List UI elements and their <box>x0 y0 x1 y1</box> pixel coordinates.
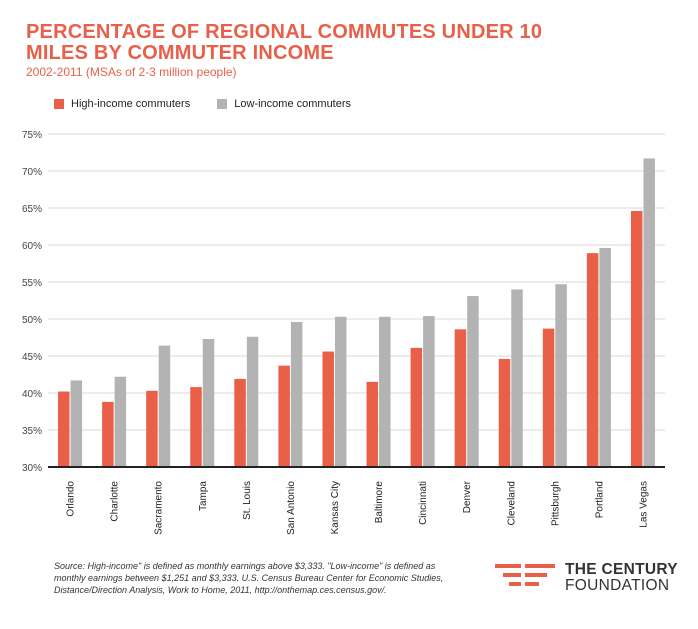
x-tick-label: Charlotte <box>110 481 121 522</box>
bar-low-income <box>70 380 83 467</box>
bar-low-income <box>202 338 215 467</box>
bar-high-income <box>454 329 467 467</box>
bar-low-income <box>290 321 303 467</box>
legend-item-high: High-income commuters <box>54 98 190 110</box>
legend-label-low: Low-income commuters <box>234 98 352 110</box>
bar-high-income <box>146 390 158 467</box>
bar-high-income <box>234 378 246 467</box>
y-tick-label: 65% <box>22 204 42 215</box>
chart-subtitle: 2002-2011 (MSAs of 2-3 million people) <box>26 65 237 79</box>
x-tick-label: Orlando <box>66 481 77 517</box>
legend-item-low: Low-income commuters <box>217 98 351 110</box>
logo-line1: THE CENTURY <box>565 561 678 578</box>
legend-swatch-high <box>54 99 64 109</box>
tcf-logo: THE CENTURY FOUNDATION <box>495 562 678 597</box>
y-tick-label: 35% <box>22 426 42 437</box>
x-tick-label: Sacramento <box>154 481 165 535</box>
logo-line2: FOUNDATION <box>565 577 670 594</box>
x-tick-label: Tampa <box>198 481 209 511</box>
x-tick-label: Cincinnati <box>418 481 429 525</box>
bar-high-income <box>498 358 511 467</box>
legend-label-high: High-income commuters <box>71 98 191 110</box>
bar-high-income <box>190 387 202 467</box>
y-tick-label: 45% <box>22 352 42 363</box>
bar-high-income <box>542 328 555 467</box>
legend-swatch-low <box>217 99 228 109</box>
y-tick-label: 60% <box>22 241 42 252</box>
y-tick-label: 40% <box>22 389 42 400</box>
logo-text: THE CENTURY FOUNDATION <box>565 562 698 594</box>
bar-low-income <box>158 345 171 467</box>
chart-title: PERCENTAGE OF REGIONAL COMMUTES UNDER 10… <box>26 21 543 64</box>
legend: High-income commuters Low-income commute… <box>54 98 375 112</box>
bar-high-income <box>366 381 379 467</box>
y-tick-label: 70% <box>22 167 42 178</box>
source-note: Source: High-income" is defined as month… <box>54 561 444 595</box>
x-tick-label: Kansas City <box>330 481 341 534</box>
y-tick-label: 75% <box>22 130 42 141</box>
x-tick-label: Baltimore <box>374 481 385 524</box>
bar-low-income <box>334 316 347 467</box>
y-tick-label: 50% <box>22 315 42 326</box>
bar-low-income <box>643 158 655 468</box>
x-tick-label: St. Louis <box>242 481 253 520</box>
bar-low-income <box>379 316 391 467</box>
x-tick-label: Las Vegas <box>638 481 649 528</box>
bar-low-income <box>423 316 435 467</box>
bar-high-income <box>322 351 334 467</box>
bar-low-income <box>114 376 127 467</box>
bar-high-income <box>278 365 290 467</box>
y-tick-label: 30% <box>22 463 42 474</box>
x-tick-label: Cleveland <box>506 481 517 525</box>
bar-low-income <box>511 289 523 467</box>
x-tick-label: Portland <box>594 481 605 518</box>
bar-low-income <box>599 247 611 467</box>
bar-high-income <box>630 210 643 467</box>
bar-low-income <box>555 284 567 467</box>
bar-low-income <box>467 296 479 467</box>
tcf-logo-icon <box>495 564 555 586</box>
y-tick-label: 55% <box>22 278 42 289</box>
bar-high-income <box>586 253 599 467</box>
bar-low-income <box>246 336 259 467</box>
bar-high-income <box>58 391 70 467</box>
bar-high-income <box>410 347 423 467</box>
x-tick-label: San Antonio <box>286 481 297 535</box>
x-tick-label: Denver <box>462 480 473 513</box>
bar-high-income <box>102 401 114 467</box>
x-tick-label: Pittsburgh <box>550 481 561 526</box>
